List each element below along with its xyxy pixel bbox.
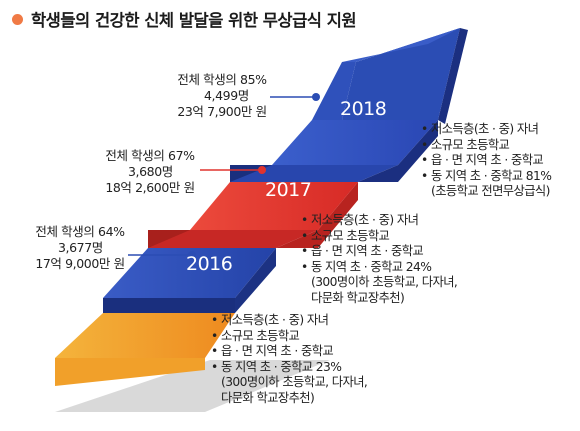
bullet-item-note: (300명이하 초등학교, 다자녀, (311, 275, 458, 290)
title-row: 학생들의 건강한 신체 발달을 위한 무상급식 지원 (12, 6, 357, 32)
bullet-item: • 저소득층(초 · 중) 자녀 (301, 213, 419, 227)
diagram-title: 학생들의 건강한 신체 발달을 위한 무상급식 지원 (31, 11, 357, 30)
connector-2018 (270, 93, 320, 101)
step-2017-red (148, 182, 358, 248)
info-block-2018: 전체 학생의 85% 4,499명 23억 7,900만 원 (170, 72, 274, 120)
bullet-item: • 동 지역 초 · 중학교 23% (211, 359, 342, 374)
title-bullet-dot (12, 13, 23, 25)
info-budget: 23억 7,900만 원 (177, 104, 267, 119)
bullet-item: • 소규모 초등학교 (211, 328, 300, 343)
info-budget: 17억 9,000만 원 (35, 256, 125, 271)
bullet-item: • 읍 · 면 지역 초 · 중학교 (301, 244, 424, 259)
bullet-item: • 소규모 초등학교 (301, 228, 390, 243)
info-block-2017: 전체 학생의 67% 3,680명 18억 2,600만 원 (100, 148, 200, 196)
bullet-item: • 동 지역 초 · 중학교 81% (421, 168, 552, 183)
bullet-item-note: 다문화 학교장추천) (221, 390, 315, 405)
step-2016-blue (103, 248, 276, 313)
connector-2016 (128, 251, 196, 259)
bullets-2018: • 저소득층(초 · 중) 자녀 • 소규모 초등학교 • 읍 · 면 지역 초… (421, 122, 552, 200)
step-base-orange (55, 313, 235, 386)
info-block-2016: 전체 학생의 64% 3,677명 17억 9,000만 원 (30, 224, 130, 272)
ground-shadow (55, 360, 330, 412)
info-budget: 18억 2,600만 원 (105, 180, 195, 195)
bullet-item: • 읍 · 면 지역 초 · 중학교 (421, 153, 544, 168)
bullet-item: • 읍 · 면 지역 초 · 중학교 (211, 344, 334, 359)
bullet-item: • 소규모 초등학교 (421, 137, 510, 152)
connector-2017 (200, 166, 266, 174)
info-share: 전체 학생의 85% (177, 72, 267, 87)
info-count: 3,677명 (58, 240, 103, 255)
bullet-item: • 저소득층(초 · 중) 자녀 (421, 122, 539, 136)
info-count: 3,680명 (128, 164, 173, 179)
bullet-item: • 저소득층(초 · 중) 자녀 (211, 313, 329, 327)
info-share: 전체 학생의 67% (105, 148, 195, 163)
bullet-item-note: 다문화 학교장추천) (311, 290, 405, 305)
year-label-2016: 2016 (186, 253, 233, 275)
year-label-2017: 2017 (265, 179, 312, 201)
info-share: 전체 학생의 64% (35, 224, 125, 239)
bullets-2016: • 저소득층(초 · 중) 자녀 • 소규모 초등학교 • 읍 · 면 지역 초… (211, 313, 368, 407)
bullet-item-note: (300명이하 초등학교, 다자녀, (221, 375, 368, 390)
bullet-item-note: (초등학교 전면무상급식) (431, 184, 550, 199)
year-label-2018: 2018 (340, 98, 387, 120)
info-count: 4,499명 (204, 88, 249, 103)
bullet-item: • 동 지역 초 · 중학교 24% (301, 259, 432, 274)
bullets-2017: • 저소득층(초 · 중) 자녀 • 소규모 초등학교 • 읍 · 면 지역 초… (301, 213, 458, 307)
